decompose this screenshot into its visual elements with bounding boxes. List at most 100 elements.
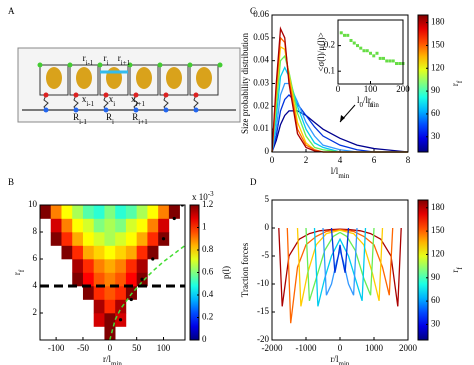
label-part: r <box>12 272 22 275</box>
colorbar-tick-label: 60 <box>431 108 441 118</box>
anchor <box>163 107 169 113</box>
heatmap-cell <box>136 232 148 246</box>
heatmap-cell <box>136 259 148 273</box>
label-part: i <box>107 59 109 67</box>
heatmap-cell <box>147 205 159 219</box>
anchor <box>103 107 109 113</box>
nucleus <box>46 67 62 89</box>
junction <box>67 62 73 68</box>
heatmap-cell <box>115 205 127 219</box>
anchor <box>193 107 199 113</box>
label-part: R <box>73 112 79 122</box>
x-tick-label: -2000 <box>262 343 283 353</box>
heatmap-cell <box>136 205 148 219</box>
heatmap-cell <box>104 205 116 219</box>
label-part: f <box>456 267 464 270</box>
point <box>359 46 363 50</box>
label-part: i+1 <box>136 100 146 108</box>
diagram-label: Ri <box>106 112 114 126</box>
panel-label: A <box>8 6 15 16</box>
arrow-head <box>340 115 345 122</box>
cell <box>159 64 189 96</box>
colorbar-multiplier: x 10-3 <box>192 190 214 202</box>
y-axis-label: Traction forces <box>240 242 250 297</box>
heatmap-cell <box>104 299 116 314</box>
point <box>382 56 385 60</box>
nucleus <box>106 67 122 89</box>
label-part: i-1 <box>86 100 94 108</box>
diagram-label: ri-1 <box>83 53 94 67</box>
point <box>388 59 392 63</box>
y-tick-label: 0.01 <box>253 123 269 133</box>
heatmap-cell <box>93 259 105 273</box>
heatmap-cell <box>72 218 84 233</box>
y-tick-label: 0.06 <box>253 9 269 19</box>
node <box>103 92 109 98</box>
label-part: R <box>132 112 138 122</box>
y-tick-label: -5 <box>262 250 270 260</box>
panel-label: D <box>250 177 257 187</box>
label-part: l <box>357 95 360 105</box>
y-axis-label: rf <box>12 269 26 275</box>
y-tick-label: 0 <box>265 146 270 156</box>
heatmap-cell <box>147 218 159 233</box>
diagram-label: ri+1 <box>118 53 131 67</box>
label-part: x <box>131 94 136 104</box>
heatmap-cell <box>104 286 116 300</box>
colorbar-tick-label: 150 <box>431 40 445 50</box>
y-tick-label: -10 <box>257 278 269 288</box>
fit-line <box>109 244 185 340</box>
heatmap-cell <box>82 218 95 233</box>
point <box>369 51 372 55</box>
colorbar-tick-label: 120 <box>431 249 445 259</box>
heatmap-cell <box>136 245 148 260</box>
heatmap-cell <box>104 259 116 273</box>
x-tick-label: 100 <box>157 343 171 353</box>
cell <box>129 64 159 96</box>
diagram-label: xi <box>109 94 116 108</box>
point <box>391 59 395 63</box>
colorbar <box>417 14 429 153</box>
nucleus <box>196 67 212 89</box>
colorbar-label: rf <box>450 80 464 86</box>
heatmap-cell <box>125 205 137 219</box>
x-tick-label: 4 <box>338 155 343 165</box>
label-part: i+1 <box>138 118 148 126</box>
y-tick-label: 0.1 <box>324 65 335 75</box>
edge-point <box>151 257 155 261</box>
heatmap-cell <box>93 299 105 314</box>
label-part: min <box>111 360 122 365</box>
heatmap-cell <box>104 326 116 340</box>
x-tick-label: -50 <box>77 343 89 353</box>
label-part: <σ(l)/μ(l)> <box>316 32 326 71</box>
x-tick-label: 0 <box>338 343 343 353</box>
heatmap-cell <box>168 205 180 219</box>
diagram-label: Ri-1 <box>73 112 87 126</box>
axes-frame <box>271 14 409 153</box>
label-part: i+1 <box>121 59 131 67</box>
y-axis-label: Size probability distribution <box>240 33 250 134</box>
heatmap-cell <box>147 232 159 246</box>
nucleus <box>166 67 182 89</box>
x-axis-label: r/lmin <box>103 354 122 365</box>
x-tick-label: 2000 <box>399 343 418 353</box>
heatmap <box>40 205 185 340</box>
heatmap-cell <box>82 232 95 246</box>
y-tick-label: 8 <box>33 226 38 236</box>
point <box>372 54 376 58</box>
series-line <box>296 227 384 307</box>
series-line <box>322 227 358 296</box>
label-part: Traction forces <box>240 242 250 297</box>
series-line <box>330 227 350 273</box>
heatmap-cell <box>104 218 116 233</box>
heatmap-cell <box>115 299 127 314</box>
heatmap-cell <box>93 313 105 327</box>
junction <box>97 62 103 68</box>
y-tick-label: 5 <box>265 194 270 204</box>
label-part: i-1 <box>79 118 87 126</box>
heatmap-cell <box>115 259 127 273</box>
series-line <box>286 227 394 324</box>
x-tick-label: 1000 <box>365 343 384 353</box>
colorbar-tick-label: 180 <box>431 202 445 212</box>
label-part: Size probability distribution <box>240 33 250 134</box>
